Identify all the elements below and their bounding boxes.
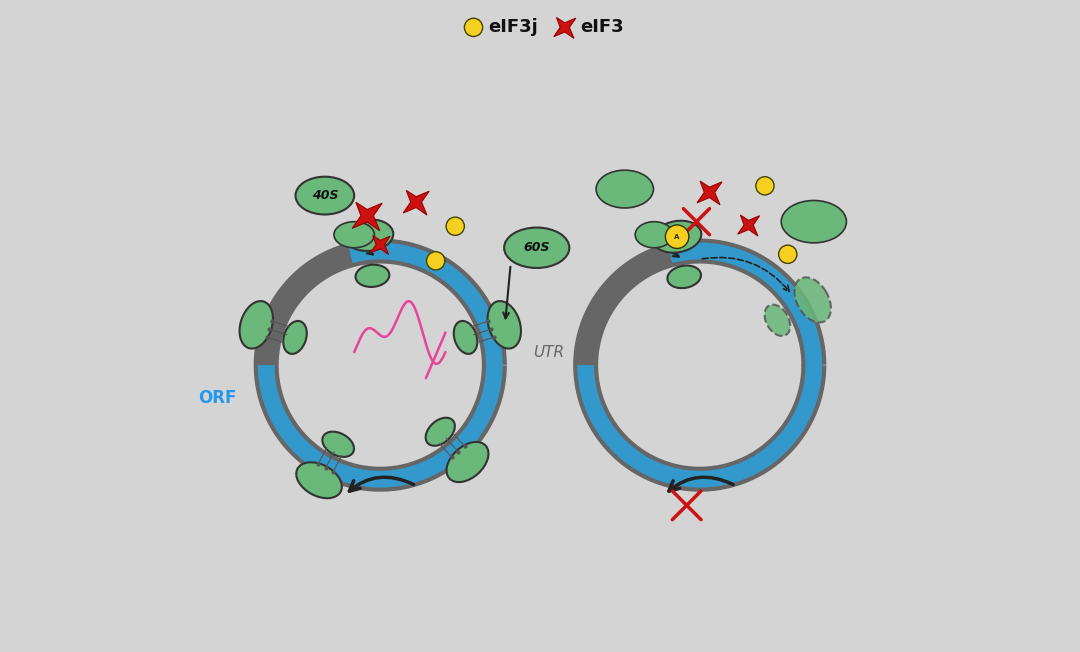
Ellipse shape: [240, 301, 273, 349]
Circle shape: [779, 245, 797, 263]
Ellipse shape: [296, 462, 342, 498]
Ellipse shape: [781, 201, 847, 243]
Polygon shape: [403, 190, 429, 215]
Text: eIF3j: eIF3j: [488, 18, 538, 37]
Ellipse shape: [635, 222, 673, 248]
Text: ORF: ORF: [199, 389, 237, 407]
Ellipse shape: [765, 304, 791, 336]
Ellipse shape: [345, 220, 393, 251]
Ellipse shape: [667, 265, 701, 288]
Ellipse shape: [795, 277, 831, 323]
Circle shape: [665, 225, 689, 248]
Ellipse shape: [355, 265, 390, 287]
Ellipse shape: [283, 321, 307, 354]
Text: 60S: 60S: [524, 241, 550, 254]
Ellipse shape: [653, 221, 701, 253]
Text: eIF3: eIF3: [580, 18, 624, 37]
Ellipse shape: [334, 222, 375, 248]
Ellipse shape: [322, 432, 354, 457]
Text: A: A: [674, 233, 679, 240]
Polygon shape: [352, 202, 382, 231]
Circle shape: [756, 177, 774, 195]
Ellipse shape: [446, 442, 488, 482]
Polygon shape: [370, 235, 390, 254]
Ellipse shape: [454, 321, 477, 354]
Ellipse shape: [504, 228, 569, 268]
Ellipse shape: [296, 177, 354, 215]
Ellipse shape: [426, 418, 455, 446]
Polygon shape: [738, 215, 759, 236]
Circle shape: [427, 252, 445, 270]
Ellipse shape: [487, 301, 521, 349]
Circle shape: [464, 18, 483, 37]
Polygon shape: [697, 181, 723, 205]
Text: UTR: UTR: [534, 344, 565, 360]
Polygon shape: [554, 18, 576, 38]
Circle shape: [446, 217, 464, 235]
Ellipse shape: [596, 170, 653, 208]
Text: 40S: 40S: [312, 189, 338, 202]
